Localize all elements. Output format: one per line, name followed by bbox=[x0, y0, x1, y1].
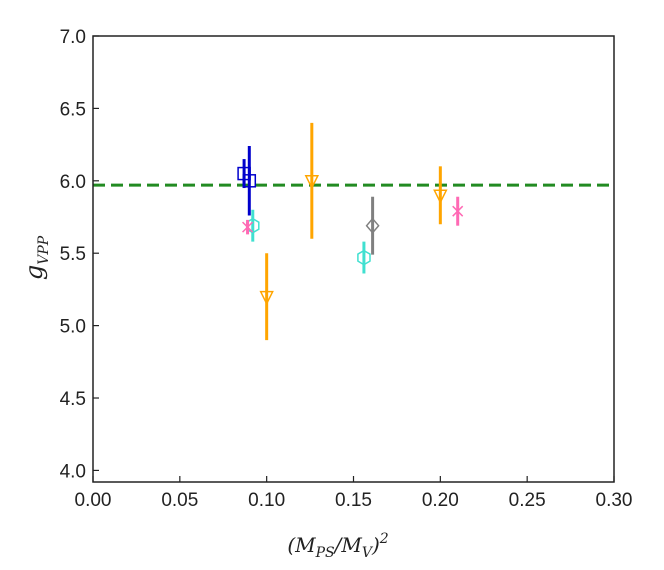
data-point bbox=[452, 196, 464, 226]
data-point bbox=[365, 196, 380, 255]
x-axis-label: (MPS/MV)2 bbox=[287, 531, 388, 561]
y-tick-label: 7.0 bbox=[60, 27, 86, 48]
y-tick-label: 4.5 bbox=[60, 389, 86, 410]
x-tick-label: 0.05 bbox=[161, 490, 198, 511]
y-tick-label: 5.5 bbox=[60, 244, 86, 265]
data-point bbox=[357, 241, 371, 274]
axis-ticks: 0.00 0.05 0.10 0.15 0.20 0.25 0.30 4.0 4.5 5.0 5.5… bbox=[60, 27, 633, 511]
data-point bbox=[242, 146, 257, 216]
y-axis-label: gVPP bbox=[20, 235, 52, 280]
y-tick-label: 6.5 bbox=[60, 99, 86, 120]
plot-frame bbox=[92, 35, 615, 483]
y-tick-label: 5.0 bbox=[60, 317, 86, 338]
data-point bbox=[433, 166, 448, 225]
x-tick-label: 0.15 bbox=[335, 490, 372, 511]
data-point bbox=[242, 219, 254, 235]
x-tick-label: 0.00 bbox=[75, 490, 112, 511]
x-tick-label: 0.30 bbox=[596, 490, 633, 511]
plot-area bbox=[93, 122, 614, 341]
x-tick-label: 0.10 bbox=[248, 490, 285, 511]
data-point bbox=[304, 122, 320, 239]
y-tick-label: 4.0 bbox=[60, 461, 86, 482]
x-tick-label: 0.25 bbox=[509, 490, 546, 511]
y-tick-label: 6.0 bbox=[60, 172, 86, 193]
data-point bbox=[259, 253, 274, 341]
x-tick-label: 0.20 bbox=[422, 490, 459, 511]
